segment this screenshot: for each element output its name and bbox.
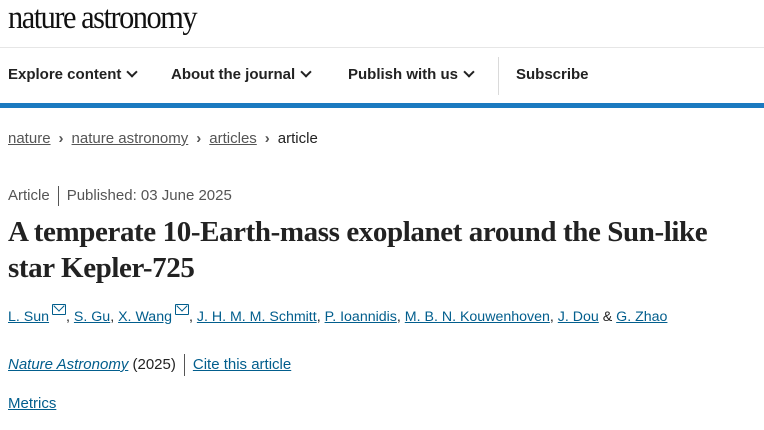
nav-explore-content[interactable]: Explore content: [8, 66, 139, 83]
breadcrumb-articles[interactable]: articles: [209, 130, 257, 147]
nav-subscribe[interactable]: Subscribe: [516, 66, 589, 83]
breadcrumb-nature-astronomy[interactable]: nature astronomy: [71, 130, 189, 147]
breadcrumb: nature › nature astronomy › articles › article: [8, 130, 318, 147]
published-date: Published: 03 June 2025: [66, 186, 232, 204]
chevron-right-icon: ›: [58, 130, 64, 147]
nav-divider: [498, 57, 499, 95]
chevron-right-icon: ›: [196, 130, 202, 147]
journal-link[interactable]: Nature Astronomy: [8, 355, 129, 373]
author-link[interactable]: X. Wang: [118, 309, 172, 325]
chevron-down-icon: [300, 66, 312, 78]
nav-about-journal[interactable]: About the journal: [171, 66, 312, 83]
journal-line: Nature Astronomy (2025) Cite this article: [8, 354, 291, 376]
journal-logo[interactable]: nature astronomy: [8, 0, 198, 36]
divider: [183, 354, 185, 376]
year: (2025): [132, 355, 176, 373]
author-link[interactable]: J. Dou: [557, 309, 599, 325]
nav-label: Publish with us: [348, 66, 459, 83]
ampersand: &: [602, 309, 613, 325]
chevron-right-icon: ›: [264, 130, 270, 147]
nav-label: Explore content: [8, 66, 122, 83]
email-icon[interactable]: [52, 304, 67, 315]
chevron-down-icon: [126, 66, 139, 78]
article-meta: Article Published: 03 June 2025: [8, 186, 232, 206]
accent-bar: [0, 103, 764, 108]
article-title: A temperate 10-Earth-mass exoplanet arou…: [8, 216, 708, 284]
author-link[interactable]: S. Gu: [73, 309, 111, 325]
breadcrumb-current: article: [277, 130, 318, 147]
divider: [57, 186, 59, 206]
author-link[interactable]: L. Sun: [8, 309, 50, 325]
metrics-link[interactable]: Metrics: [8, 395, 57, 412]
author-link[interactable]: P. Ioannidis: [324, 309, 397, 325]
chevron-down-icon: [463, 66, 475, 78]
nav-label: About the journal: [171, 66, 296, 83]
divider: [0, 47, 764, 48]
author-link[interactable]: J. H. M. M. Schmitt: [196, 309, 317, 325]
author-list: L. Sun, S. Gu, X. Wang, J. H. M. M. Schm…: [8, 304, 668, 325]
breadcrumb-nature[interactable]: nature: [8, 130, 51, 147]
author-link[interactable]: M. B. N. Kouwenhoven: [404, 309, 550, 325]
article-type: Article: [8, 186, 50, 204]
nav-publish[interactable]: Publish with us: [348, 66, 475, 83]
email-icon[interactable]: [174, 304, 189, 315]
cite-link[interactable]: Cite this article: [192, 355, 292, 373]
author-link[interactable]: G. Zhao: [616, 309, 668, 325]
